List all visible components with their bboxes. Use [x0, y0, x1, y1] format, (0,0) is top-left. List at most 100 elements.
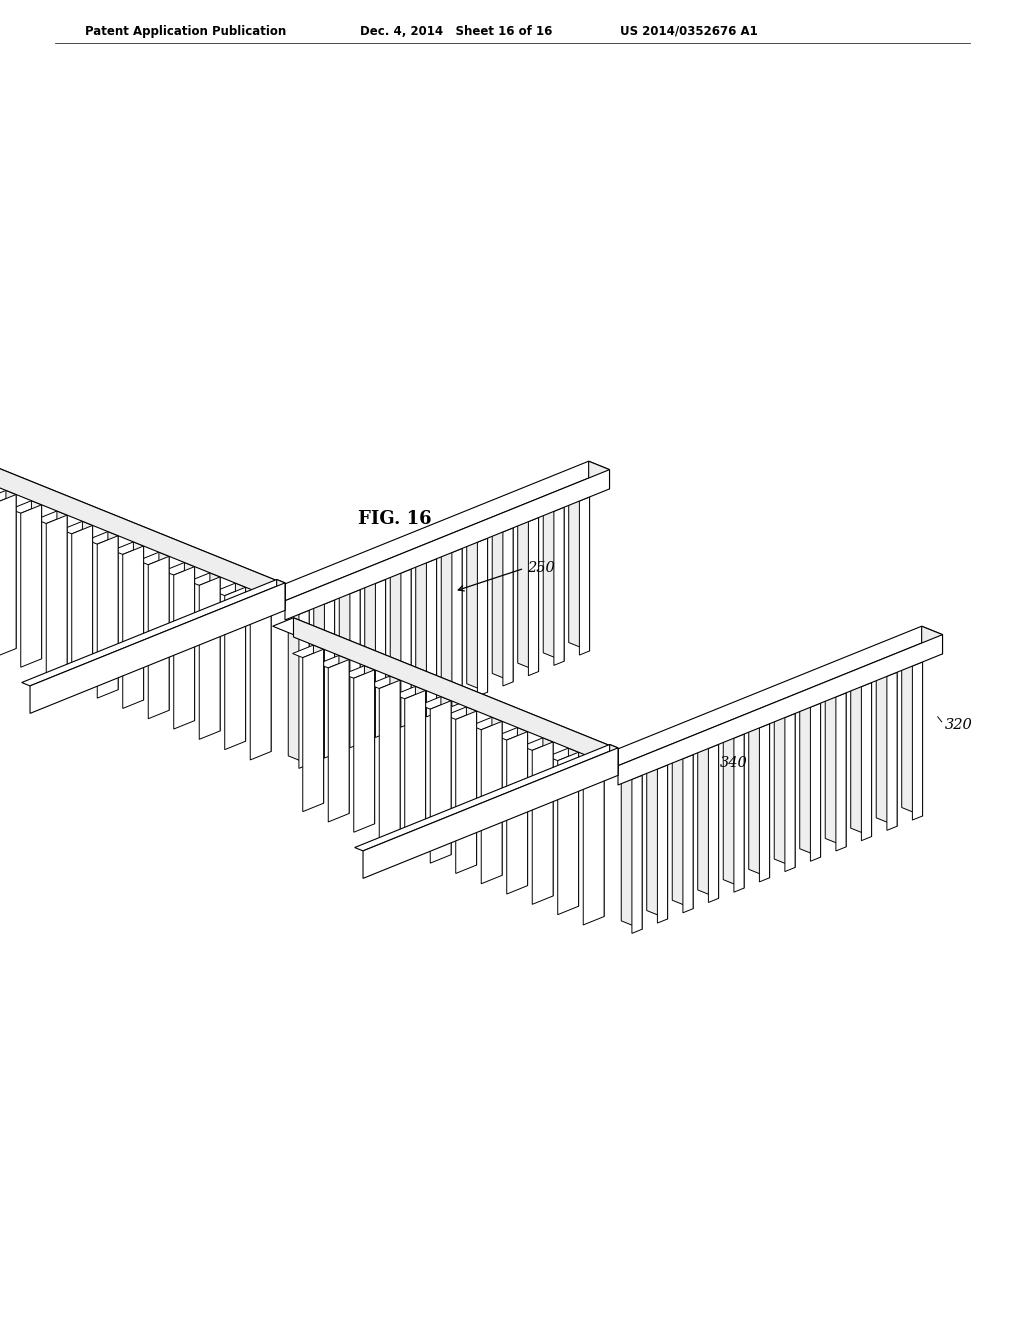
Polygon shape — [618, 635, 942, 785]
Polygon shape — [365, 572, 386, 734]
Polygon shape — [663, 746, 693, 759]
Polygon shape — [548, 748, 579, 760]
Polygon shape — [164, 562, 195, 576]
Polygon shape — [10, 500, 42, 513]
Text: 330: 330 — [440, 814, 468, 828]
Polygon shape — [420, 697, 452, 709]
Polygon shape — [379, 680, 400, 842]
Polygon shape — [493, 519, 513, 682]
Polygon shape — [887, 672, 897, 830]
Polygon shape — [877, 664, 897, 826]
Polygon shape — [339, 656, 349, 813]
Polygon shape — [687, 737, 719, 748]
Polygon shape — [369, 676, 400, 689]
Text: 320: 320 — [945, 718, 973, 731]
Polygon shape — [20, 504, 42, 667]
Polygon shape — [647, 756, 668, 919]
Polygon shape — [558, 488, 590, 502]
Polygon shape — [174, 566, 195, 729]
Polygon shape — [210, 573, 220, 731]
Polygon shape — [457, 529, 487, 543]
Polygon shape — [836, 693, 846, 851]
Polygon shape — [580, 496, 590, 655]
Polygon shape — [452, 548, 462, 706]
Polygon shape — [492, 717, 502, 875]
Polygon shape — [61, 521, 92, 533]
Polygon shape — [892, 653, 923, 667]
Polygon shape — [264, 583, 285, 611]
Polygon shape — [276, 579, 285, 610]
Polygon shape — [441, 540, 462, 702]
Polygon shape — [133, 543, 143, 700]
Polygon shape — [404, 690, 426, 853]
Polygon shape — [554, 507, 564, 665]
Polygon shape — [401, 569, 411, 727]
Polygon shape — [6, 491, 16, 648]
Polygon shape — [637, 756, 668, 770]
Polygon shape — [303, 649, 324, 812]
Polygon shape — [299, 610, 309, 768]
Polygon shape — [810, 704, 820, 861]
Polygon shape — [261, 594, 271, 751]
Polygon shape — [609, 744, 618, 775]
Polygon shape — [148, 556, 169, 719]
Polygon shape — [285, 470, 609, 620]
Polygon shape — [390, 676, 400, 834]
Polygon shape — [200, 577, 220, 739]
Polygon shape — [632, 775, 642, 933]
Polygon shape — [466, 708, 476, 865]
Polygon shape — [279, 602, 309, 614]
Polygon shape — [430, 701, 452, 863]
Polygon shape — [325, 601, 335, 758]
Text: FIG. 16: FIG. 16 — [358, 510, 432, 528]
Polygon shape — [416, 686, 426, 845]
Polygon shape — [611, 767, 642, 779]
Polygon shape — [825, 684, 846, 847]
Text: Dec. 4, 2014   Sheet 16 of 16: Dec. 4, 2014 Sheet 16 of 16 — [360, 25, 552, 38]
Polygon shape — [353, 669, 375, 832]
Polygon shape — [138, 552, 169, 565]
Polygon shape — [597, 748, 618, 776]
Polygon shape — [622, 767, 642, 929]
Polygon shape — [568, 748, 579, 907]
Polygon shape — [528, 517, 539, 676]
Polygon shape — [303, 591, 335, 605]
Polygon shape — [568, 488, 590, 651]
Polygon shape — [713, 726, 744, 738]
Polygon shape — [861, 682, 871, 841]
Polygon shape — [784, 713, 795, 871]
Polygon shape — [456, 711, 476, 874]
Polygon shape — [416, 550, 436, 713]
Polygon shape — [288, 602, 309, 764]
Polygon shape — [723, 726, 744, 888]
Polygon shape — [738, 715, 770, 727]
Polygon shape — [189, 573, 220, 585]
Polygon shape — [589, 461, 609, 488]
Polygon shape — [507, 731, 527, 894]
Polygon shape — [815, 684, 846, 697]
Polygon shape — [30, 583, 285, 713]
Polygon shape — [108, 532, 118, 690]
Polygon shape — [543, 738, 553, 896]
Polygon shape — [508, 510, 539, 521]
Polygon shape — [364, 748, 618, 878]
Polygon shape — [912, 661, 923, 820]
Polygon shape — [97, 536, 118, 698]
Polygon shape — [113, 543, 143, 554]
Polygon shape — [36, 511, 68, 524]
Polygon shape — [123, 546, 143, 709]
Polygon shape — [800, 694, 820, 857]
Text: Patent Application Publication: Patent Application Publication — [85, 25, 287, 38]
Polygon shape — [394, 686, 426, 698]
Polygon shape — [313, 645, 324, 803]
Polygon shape — [760, 723, 770, 882]
Polygon shape — [380, 561, 411, 573]
Polygon shape — [841, 675, 871, 686]
Polygon shape — [481, 721, 502, 884]
Polygon shape — [376, 579, 386, 738]
Polygon shape — [46, 515, 68, 677]
Polygon shape — [354, 572, 386, 583]
Polygon shape — [922, 626, 942, 653]
Polygon shape — [22, 579, 285, 686]
Polygon shape — [365, 665, 375, 824]
